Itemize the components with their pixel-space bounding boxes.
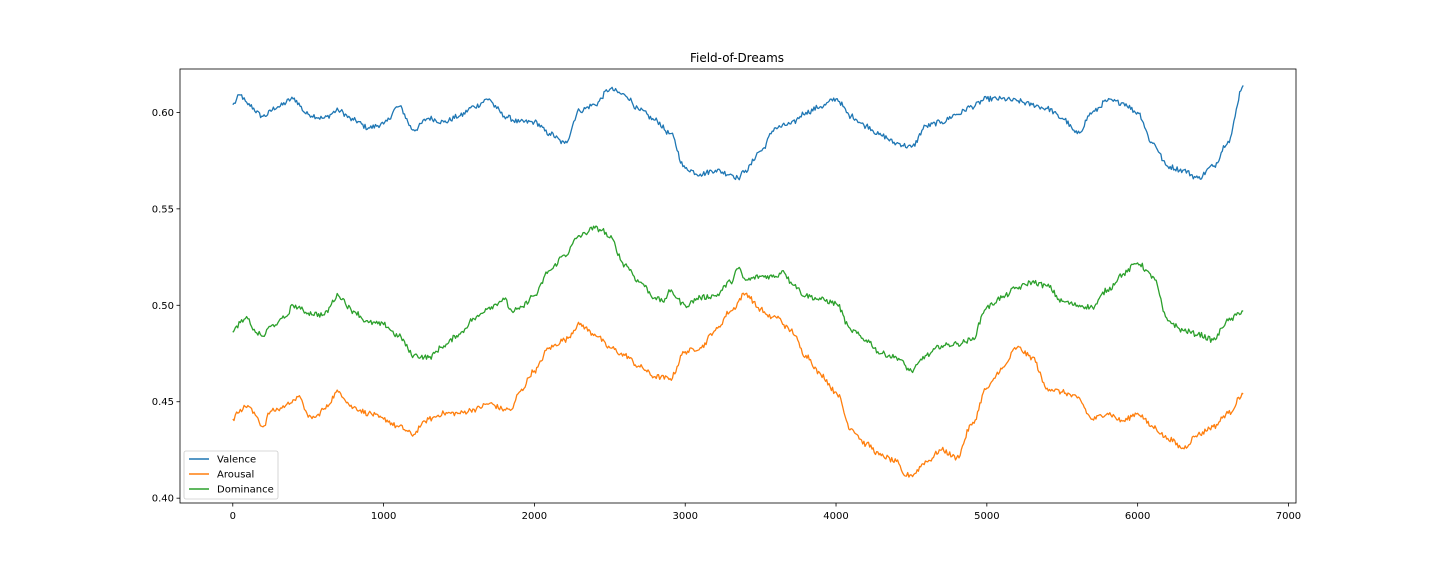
plot-frame — [179, 68, 1297, 504]
legend-label-valence: Valence — [217, 455, 256, 466]
y-tick-label: 0.40 — [152, 494, 174, 505]
y-tick-label: 0.45 — [152, 397, 174, 408]
x-tick-label: 3000 — [672, 511, 697, 522]
chart-title: Field-of-Dreams — [690, 51, 784, 65]
x-axis: 0 1000 2000 3000 4000 5000 6000 7000 — [230, 503, 1301, 522]
series-line-dominance — [232, 225, 1244, 374]
x-tick-label: 4000 — [823, 511, 848, 522]
series-layer — [232, 85, 1244, 478]
y-axis: 0.40 0.45 0.50 0.55 0.60 — [152, 108, 180, 505]
x-tick-label: 5000 — [974, 511, 999, 522]
x-tick-label: 0 — [230, 511, 236, 522]
y-tick-label: 0.60 — [152, 108, 174, 119]
x-tick-label: 7000 — [1276, 511, 1301, 522]
series-line-arousal — [232, 292, 1244, 478]
series-line-valence — [232, 85, 1244, 181]
legend-box — [183, 450, 279, 500]
x-tick-label: 6000 — [1125, 511, 1150, 522]
legend-label-dominance: Dominance — [217, 485, 274, 496]
y-tick-label: 0.50 — [152, 301, 174, 312]
x-tick-label: 1000 — [371, 511, 396, 522]
legend-label-arousal: Arousal — [217, 470, 254, 481]
y-tick-label: 0.55 — [152, 204, 174, 215]
x-tick-label: 2000 — [522, 511, 547, 522]
legend: Valence Arousal Dominance — [183, 450, 279, 500]
